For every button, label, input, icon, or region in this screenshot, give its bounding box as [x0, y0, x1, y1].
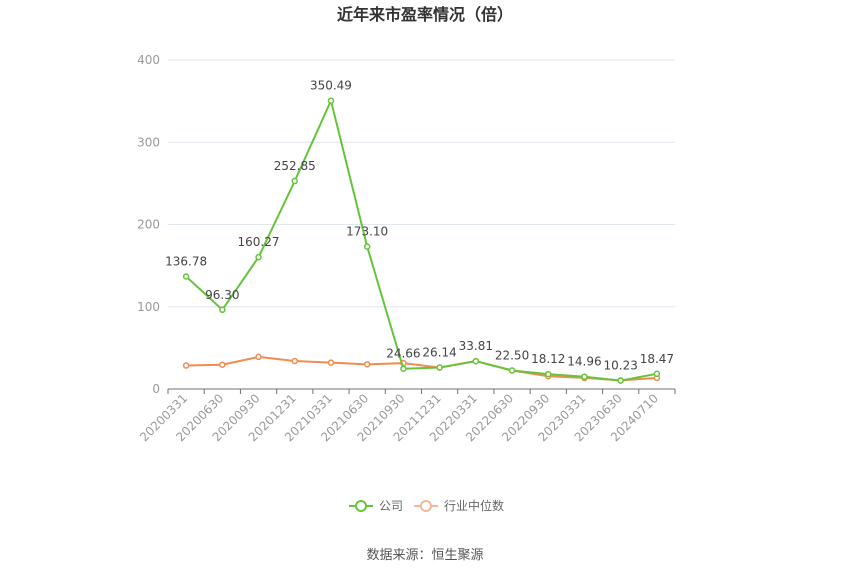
data-point-company[interactable] — [545, 370, 552, 378]
data-point-industry[interactable] — [219, 361, 226, 368]
data-point-company[interactable] — [219, 306, 226, 314]
data-label-company: 96.30 — [205, 288, 239, 302]
data-point-company[interactable] — [291, 177, 298, 185]
y-tick-label: 0 — [152, 382, 160, 396]
data-label-company: 10.23 — [603, 359, 637, 373]
legend-marker-company — [355, 500, 367, 512]
legend-item-company[interactable]: 公司 — [349, 499, 403, 513]
y-tick-label: 300 — [137, 135, 160, 149]
y-tick-label: 400 — [137, 53, 160, 67]
series-lines — [182, 97, 661, 384]
data-point-industry[interactable] — [327, 359, 335, 366]
legend-marker-industry — [420, 500, 432, 512]
data-point-company[interactable] — [617, 377, 624, 384]
data-point-company[interactable] — [436, 364, 443, 371]
x-axis: 2020033120200630202009302020123120210331… — [137, 388, 676, 444]
data-label-company: 22.50 — [495, 348, 529, 362]
data-source: 数据来源：恒生聚源 — [366, 548, 483, 563]
data-point-company[interactable] — [508, 367, 516, 374]
data-point-industry[interactable] — [291, 357, 298, 365]
data-point-company[interactable] — [400, 365, 407, 372]
data-label-company: 136.78 — [165, 254, 207, 268]
data-label-company: 33.81 — [459, 339, 493, 353]
y-axis: 0 100 200 300 400 — [137, 53, 160, 396]
data-point-company[interactable] — [327, 97, 335, 104]
data-point-company[interactable] — [472, 357, 480, 365]
y-tick-label: 100 — [137, 300, 160, 314]
data-label-company: 26.14 — [422, 345, 456, 359]
legend: 公司 行业中位数 — [349, 498, 504, 513]
data-point-industry[interactable] — [182, 362, 190, 369]
data-point-company[interactable] — [182, 273, 190, 280]
data-label-company: 350.49 — [310, 79, 352, 93]
legend-label-company: 公司 — [379, 499, 403, 513]
data-label-company: 252.85 — [274, 159, 316, 173]
series-line-industry — [186, 355, 657, 382]
data-label-company: 160.27 — [238, 235, 280, 249]
data-label-company: 24.66 — [386, 347, 420, 361]
y-tick-label: 200 — [137, 218, 160, 232]
chart-title: 近年来市盈率情况（倍） — [337, 5, 513, 24]
data-point-company[interactable] — [363, 243, 371, 250]
data-labels: 136.78 96.30 160.27 252.85 350.49 173.10 24.66… — [165, 79, 674, 373]
data-label-company: 14.96 — [567, 355, 601, 369]
data-point-industry[interactable] — [363, 361, 371, 368]
legend-item-industry[interactable]: 行业中位数 — [414, 498, 504, 513]
data-point-industry[interactable] — [255, 353, 262, 361]
legend-label-industry: 行业中位数 — [444, 498, 504, 513]
data-point-company[interactable] — [581, 373, 588, 380]
grid-lines — [168, 59, 675, 308]
data-label-company: 18.47 — [640, 352, 674, 366]
data-point-company[interactable] — [653, 370, 661, 378]
series-line-company — [185, 99, 658, 382]
data-point-company[interactable] — [255, 253, 262, 261]
data-label-company: 18.12 — [531, 352, 565, 366]
data-label-company: 173.10 — [346, 225, 388, 239]
